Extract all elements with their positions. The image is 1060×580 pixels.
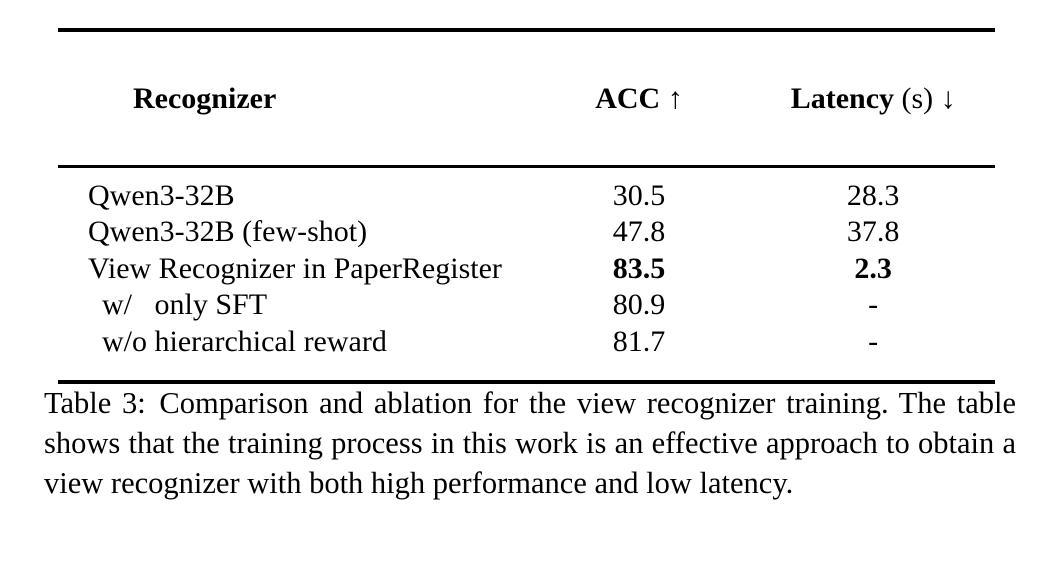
table-row: View Recognizer in PaperRegister 83.5 2.3 — [58, 251, 995, 288]
table-header-row: Recognizer ACC ↑ Latency (s) ↓ — [58, 32, 995, 165]
row-label: w/ only SFT — [102, 288, 268, 321]
row-label: Qwen3-32B (few-shot) — [88, 215, 368, 248]
acc-value: 81.7 — [612, 324, 666, 358]
table-row: Qwen3-32B (few-shot) 47.8 37.8 — [58, 214, 995, 251]
acc-value: 30.5 — [612, 178, 666, 212]
header-recognizer: Recognizer — [58, 45, 527, 153]
row-label: w/o hierarchical reward — [102, 324, 387, 358]
table-row: w/o hierarchical reward 81.7 - — [58, 324, 995, 361]
header-acc: ACC ↑ — [527, 81, 752, 117]
header-latency-label: Latency — [790, 82, 895, 115]
table-top-rule — [58, 28, 995, 32]
row-label: Qwen3-32B — [88, 178, 235, 212]
table-body: Qwen3-32B 30.5 28.3 Qwen3-32B (few-shot) 47.… — [58, 168, 995, 381]
latency-value: 28.3 — [846, 178, 900, 212]
table-mid-rule — [58, 165, 995, 168]
latency-value: - — [868, 324, 879, 358]
up-arrow-icon: ↑ — [660, 82, 683, 115]
latency-value: 2.3 — [854, 251, 892, 285]
acc-value: 47.8 — [612, 215, 666, 248]
header-acc-label: ACC — [595, 82, 661, 115]
header-latency: Latency (s) ↓ — [751, 81, 995, 117]
header-recognizer-label: Recognizer — [133, 82, 277, 115]
latency-value: - — [868, 288, 879, 321]
table-caption: Table 3: Comparison and ablation for the … — [44, 383, 1016, 503]
results-table: Recognizer ACC ↑ Latency (s) ↓ Qwen3-32B… — [58, 28, 995, 384]
table-row: Qwen3-32B 30.5 28.3 — [58, 178, 995, 215]
table-bottom-rule — [58, 380, 995, 384]
caption-label: Table 3: — [44, 385, 146, 420]
latency-value: 37.8 — [846, 215, 900, 248]
table-row: w/ only SFT 80.9 - — [58, 287, 995, 324]
acc-value: 83.5 — [612, 251, 666, 285]
down-arrow-icon: (s) ↓ — [894, 82, 956, 115]
caption-text: Comparison and ablation for the view rec… — [44, 385, 1016, 500]
acc-value: 80.9 — [612, 288, 666, 321]
row-label: View Recognizer in PaperRegister — [88, 251, 502, 285]
